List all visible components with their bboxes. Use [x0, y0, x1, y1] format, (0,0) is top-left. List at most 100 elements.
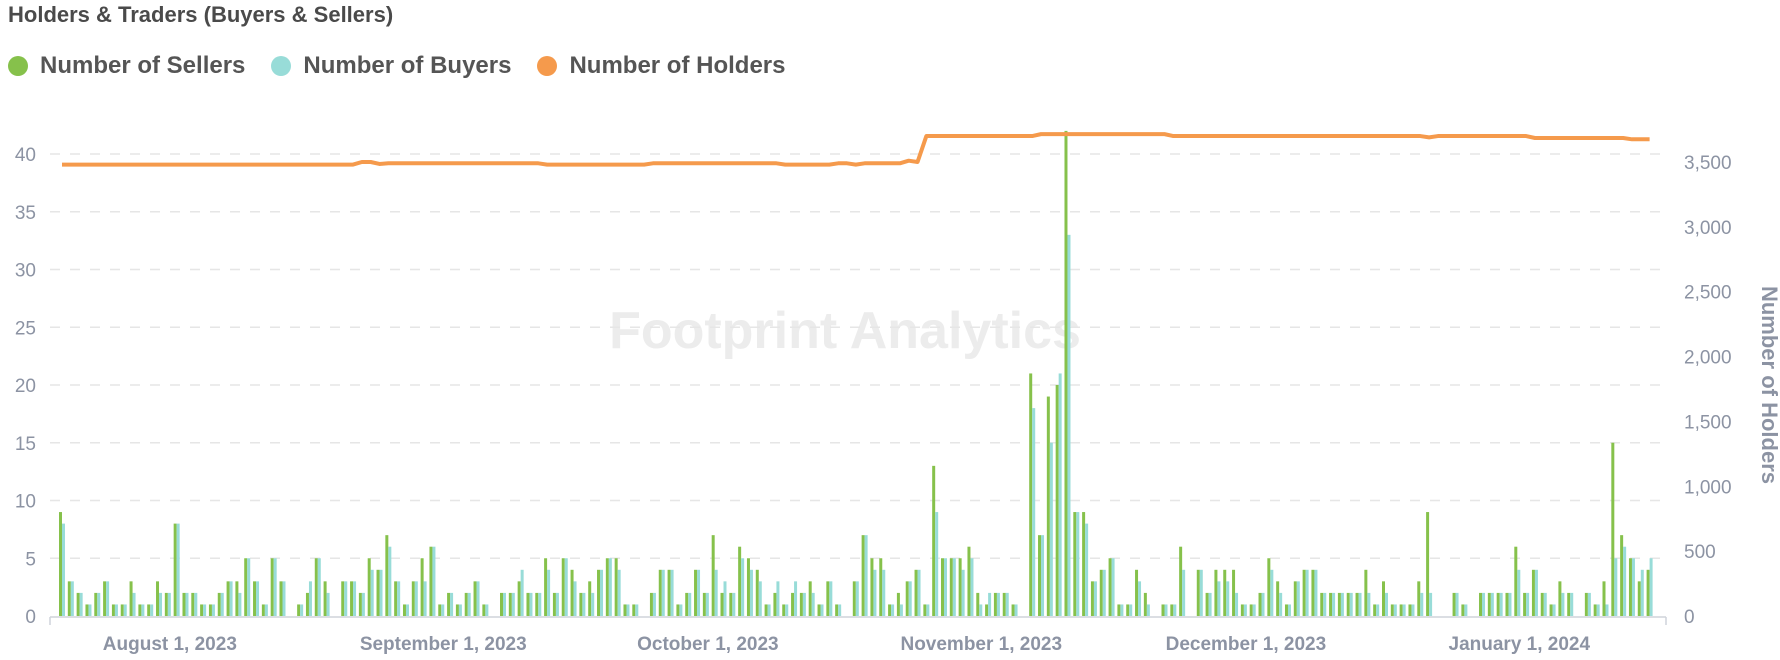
seller-bar [799, 592, 803, 616]
buyer-bar [273, 558, 277, 616]
seller-bar [85, 604, 89, 616]
buyer-bar [882, 569, 886, 616]
seller-bar [376, 569, 380, 616]
seller-bar [1179, 546, 1183, 616]
buyer-bar [220, 592, 224, 616]
seller-bar [949, 558, 953, 616]
seller-bar [191, 592, 195, 616]
buyer-bar [908, 581, 912, 616]
seller-bar [702, 592, 706, 616]
buyer-bar [176, 523, 180, 616]
buyer-bar [670, 569, 674, 616]
buyer-bar [961, 569, 965, 616]
buyer-bar [1455, 592, 1459, 616]
seller-bar [808, 581, 812, 616]
buyer-bar [864, 535, 868, 616]
seller-bar [94, 592, 98, 616]
legend-item-sellers[interactable]: Number of Sellers [8, 52, 245, 80]
seller-bar [1611, 442, 1615, 616]
seller-bar [1082, 512, 1086, 616]
seller-bar [905, 581, 909, 616]
right-axis-tick: 3,500 [1684, 153, 1732, 174]
seller-bar [755, 569, 759, 616]
seller-bar [967, 546, 971, 616]
seller-bar [1479, 592, 1483, 616]
buyer-bar [388, 546, 392, 616]
seller-bar [138, 604, 142, 616]
left-axis-tick: 15 [15, 434, 36, 455]
buyer-bar [397, 581, 401, 616]
seller-bar [923, 604, 927, 616]
legend-item-buyers[interactable]: Number of Buyers [271, 52, 511, 80]
buyer-bar [1464, 604, 1468, 616]
seller-bar [1117, 604, 1121, 616]
buyer-bar [1517, 569, 1521, 616]
buyer-bar [723, 581, 727, 616]
seller-bar [993, 592, 997, 616]
seller-bar [1073, 512, 1077, 616]
seller-bar [1170, 604, 1174, 616]
buyer-bar [1596, 604, 1600, 616]
buyer-bar [776, 581, 780, 616]
seller-bar [1329, 592, 1333, 616]
seller-bar [500, 592, 503, 616]
left-axis-tick: 20 [15, 376, 36, 397]
buyer-bar [1243, 604, 1247, 616]
seller-bar [473, 581, 477, 616]
seller-bar [1531, 569, 1535, 616]
seller-bar [888, 604, 892, 616]
seller-bar [1320, 592, 1324, 616]
seller-bar [341, 581, 345, 616]
seller-bar [173, 523, 177, 616]
buyer-bar [917, 569, 921, 616]
buyer-bar [1332, 592, 1336, 616]
buyer-bar [317, 558, 321, 616]
buyer-bar [194, 592, 198, 616]
buyer-bar [635, 604, 639, 616]
seller-bar [1090, 581, 1094, 616]
seller-bar [544, 558, 548, 616]
buyer-bar [1420, 592, 1424, 616]
seller-bar [244, 558, 248, 616]
buyer-bar [1129, 604, 1133, 616]
legend-item-holders[interactable]: Number of Holders [537, 52, 785, 80]
buyer-bar [1138, 581, 1142, 616]
seller-bar [261, 604, 265, 616]
buyer-bar [582, 592, 586, 616]
seller-bar [649, 592, 653, 616]
seller-bar [1011, 604, 1015, 616]
buyer-bar [1411, 604, 1415, 616]
seller-bar [985, 604, 989, 616]
seller-bar [217, 592, 221, 616]
buyer-bar [520, 569, 524, 616]
seller-bar [367, 558, 371, 616]
buyer-bar [741, 558, 745, 616]
buyer-bar [308, 581, 312, 616]
seller-bar [279, 581, 283, 616]
buyer-bar [1199, 569, 1203, 616]
seller-bar [1408, 604, 1412, 616]
buyer-bar [767, 604, 771, 616]
right-axis-title: Number of Holders [1757, 286, 1780, 484]
seller-bar [1214, 569, 1218, 616]
seller-bar [1302, 569, 1306, 616]
seller-bar [1390, 604, 1394, 616]
buyer-bar [891, 604, 895, 616]
buyer-bar [1279, 592, 1283, 616]
buyer-bar [1173, 604, 1177, 616]
seller-bar [614, 558, 618, 616]
left-axis-tick: 0 [25, 607, 36, 628]
seller-bar [817, 604, 821, 616]
buyer-bar [1358, 592, 1362, 616]
buyer-bar [811, 592, 815, 616]
seller-bar [720, 592, 724, 616]
buyer-bar [952, 558, 956, 616]
seller-bar [1628, 558, 1632, 616]
buyer-bar [714, 569, 718, 616]
seller-bar [1064, 130, 1068, 616]
seller-bar [526, 592, 530, 616]
x-axis-tick: August 1, 2023 [103, 634, 237, 655]
buyer-bar [608, 558, 612, 616]
seller-bar [323, 581, 327, 616]
buyer-bar [1640, 569, 1644, 616]
